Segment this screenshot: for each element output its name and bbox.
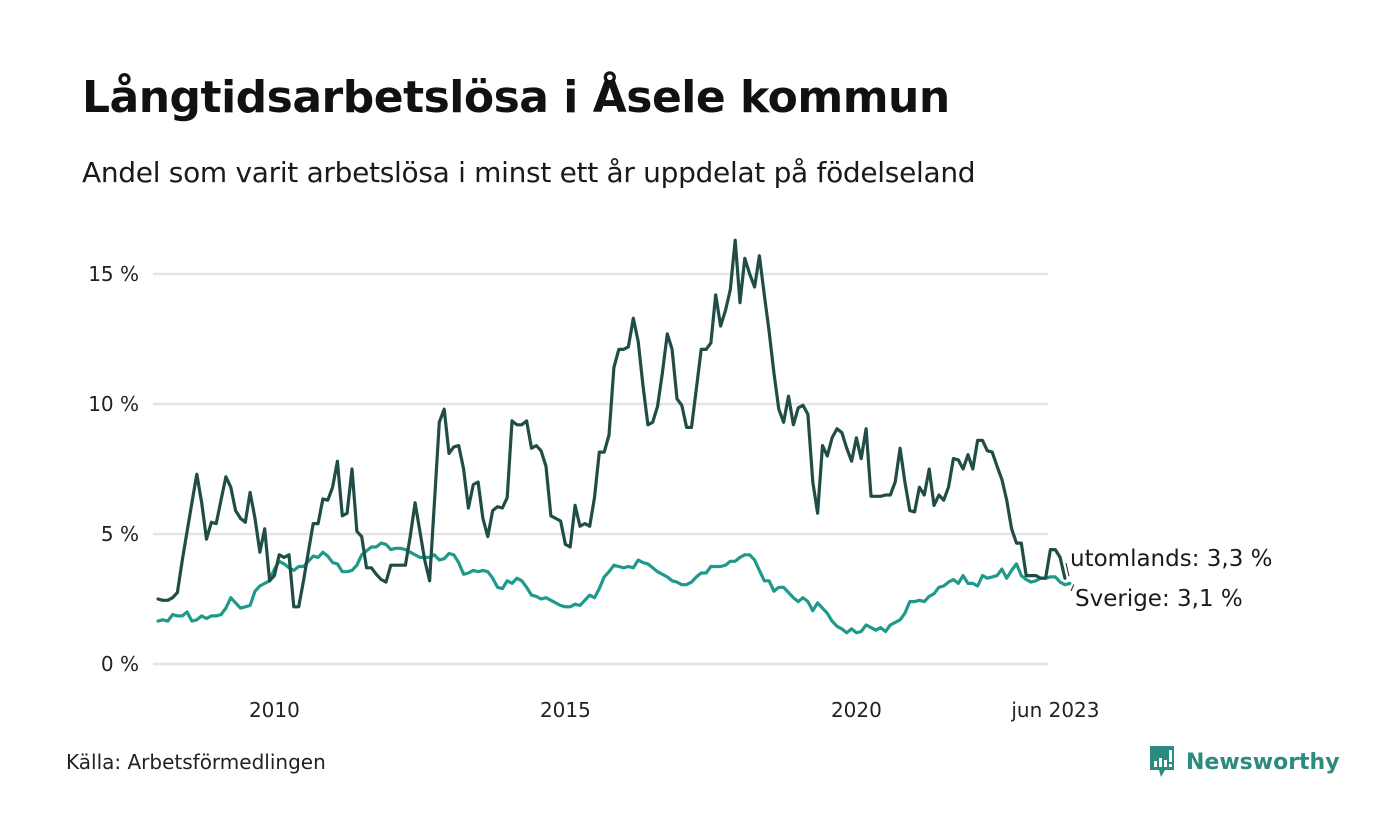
- series-lines: [156, 238, 1072, 635]
- brand-name: Newsworthy: [1186, 749, 1340, 775]
- y-axis-ticks: 0 % 5 % 10 % 15 %: [88, 262, 139, 676]
- sverige-leader-line: [1070, 584, 1075, 592]
- x-axis-ticks: 2010 2015 2020 jun 2023: [249, 698, 1100, 722]
- gridlines: [153, 272, 1048, 666]
- chart-subtitle: Andel som varit arbetslösa i minst ett å…: [82, 156, 976, 189]
- y-tick-label: 5 %: [101, 522, 139, 546]
- utomlands-leader-line: [1065, 562, 1070, 577]
- sverige-line: [156, 541, 1072, 635]
- x-tick-label: 2020: [831, 698, 882, 722]
- sverige-end-label: Sverige: 3,1 %: [1075, 586, 1243, 612]
- newsworthy-logo: Newsworthy: [1148, 744, 1340, 780]
- x-tick-label: 2010: [249, 698, 300, 722]
- source-note: Källa: Arbetsförmedlingen: [66, 750, 326, 774]
- y-tick-label: 15 %: [88, 262, 139, 286]
- chart-title: Långtidsarbetslösa i Åsele kommun: [82, 72, 950, 123]
- y-tick-label: 0 %: [101, 652, 139, 676]
- utomlands-line: [156, 238, 1067, 609]
- x-tick-label: jun 2023: [1010, 698, 1099, 722]
- x-tick-label: 2015: [540, 698, 591, 722]
- newsworthy-logo-icon: [1150, 746, 1174, 777]
- y-tick-label: 10 %: [88, 392, 139, 416]
- utomlands-end-label: utomlands: 3,3 %: [1070, 546, 1273, 572]
- series-end-labels: utomlands: 3,3 % Sverige: 3,1 %: [1065, 546, 1273, 612]
